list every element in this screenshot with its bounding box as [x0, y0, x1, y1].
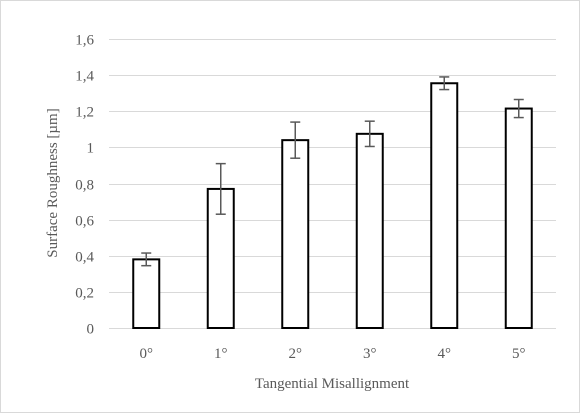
y-tick-labels: 0 0,2 0,4 0,6 0,8 1 1,2 1,4 1,6 — [75, 33, 94, 338]
error-bar — [364, 120, 375, 148]
bar — [281, 139, 310, 329]
x-tick-label: 5° — [512, 346, 526, 362]
x-tick-label: 0° — [140, 346, 154, 362]
y-tick-label: 0,6 — [75, 214, 94, 230]
x-tick-label: 2° — [289, 346, 303, 362]
y-tick-label: 0,4 — [75, 250, 94, 266]
y-axis-title: Surface Roughness [µm] — [45, 108, 61, 257]
y-tick-label: 0 — [87, 322, 95, 338]
y-tick-label: 1,2 — [75, 105, 94, 121]
y-tick-label: 1 — [87, 141, 95, 157]
error-bar — [141, 252, 152, 267]
bar — [430, 82, 459, 329]
error-bar — [513, 98, 524, 119]
x-tick-labels: 0° 1° 2° 3° 4° 5° — [140, 346, 526, 362]
x-axis-title: Tangential Misallignment — [255, 376, 410, 392]
x-tick-label: 3° — [363, 346, 377, 362]
gridlines — [109, 39, 556, 329]
y-tick-label: 0,2 — [75, 286, 94, 302]
y-tick-label: 0,8 — [75, 178, 94, 194]
bar — [504, 107, 533, 330]
error-bar — [290, 121, 301, 159]
error-bar — [215, 162, 226, 215]
bar — [355, 132, 384, 329]
y-tick-label: 1,4 — [75, 69, 94, 85]
bar — [132, 258, 161, 329]
x-tick-label: 1° — [214, 346, 228, 362]
y-tick-label: 1,6 — [75, 33, 94, 49]
bars — [132, 82, 533, 330]
x-tick-label: 4° — [438, 346, 452, 362]
error-bar — [439, 76, 450, 91]
error-bars — [141, 76, 524, 267]
